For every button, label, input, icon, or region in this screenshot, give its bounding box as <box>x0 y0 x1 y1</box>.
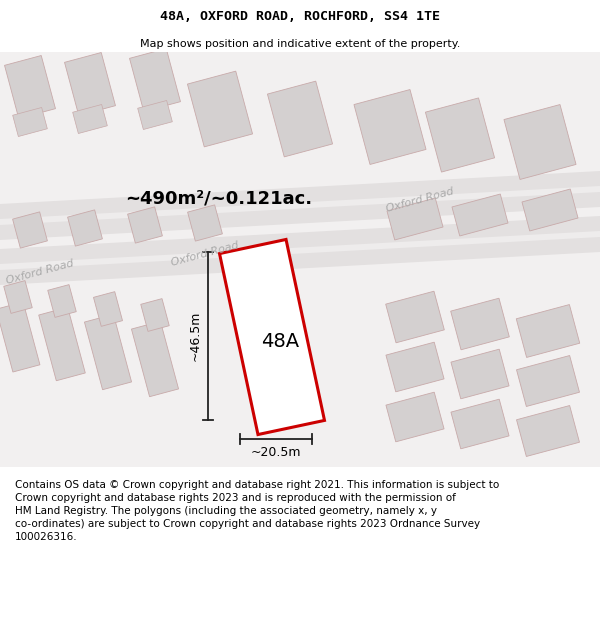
Polygon shape <box>39 308 85 381</box>
Text: 48A, OXFORD ROAD, ROCHFORD, SS4 1TE: 48A, OXFORD ROAD, ROCHFORD, SS4 1TE <box>160 11 440 23</box>
Polygon shape <box>13 212 47 248</box>
Polygon shape <box>130 49 181 111</box>
Polygon shape <box>4 281 32 313</box>
Polygon shape <box>451 298 509 350</box>
Polygon shape <box>425 98 494 172</box>
Polygon shape <box>386 342 444 392</box>
Text: ~490m²/~0.121ac.: ~490m²/~0.121ac. <box>125 190 312 208</box>
Polygon shape <box>386 392 444 442</box>
Text: Oxford Road: Oxford Road <box>170 240 240 268</box>
Polygon shape <box>13 107 47 136</box>
Polygon shape <box>522 189 578 231</box>
Polygon shape <box>0 231 600 270</box>
Text: 48A: 48A <box>261 332 299 351</box>
Polygon shape <box>73 104 107 134</box>
Polygon shape <box>131 321 179 397</box>
Polygon shape <box>354 89 426 164</box>
Text: Contains OS data © Crown copyright and database right 2021. This information is : Contains OS data © Crown copyright and d… <box>15 479 499 542</box>
Polygon shape <box>187 71 253 147</box>
Polygon shape <box>48 284 76 318</box>
Polygon shape <box>141 299 169 331</box>
Polygon shape <box>94 292 122 326</box>
Polygon shape <box>85 314 131 390</box>
Polygon shape <box>137 101 172 129</box>
Text: ~46.5m: ~46.5m <box>188 311 202 361</box>
Polygon shape <box>452 194 508 236</box>
Text: ~20.5m: ~20.5m <box>251 446 301 459</box>
Text: Oxford Road: Oxford Road <box>385 186 455 214</box>
Polygon shape <box>451 399 509 449</box>
Polygon shape <box>451 349 509 399</box>
Polygon shape <box>517 356 580 406</box>
Polygon shape <box>268 81 332 157</box>
Polygon shape <box>65 52 115 116</box>
Polygon shape <box>0 302 40 372</box>
Polygon shape <box>128 207 163 243</box>
Polygon shape <box>504 104 576 179</box>
Polygon shape <box>0 216 600 285</box>
Polygon shape <box>517 406 580 456</box>
Polygon shape <box>68 210 103 246</box>
Polygon shape <box>516 304 580 358</box>
Polygon shape <box>5 56 55 119</box>
Polygon shape <box>0 186 600 225</box>
Polygon shape <box>387 198 443 240</box>
Text: Map shows position and indicative extent of the property.: Map shows position and indicative extent… <box>140 39 460 49</box>
Text: Oxford Road: Oxford Road <box>5 258 75 286</box>
Polygon shape <box>220 239 325 434</box>
Polygon shape <box>188 205 223 241</box>
Polygon shape <box>0 171 600 240</box>
Polygon shape <box>386 291 445 342</box>
